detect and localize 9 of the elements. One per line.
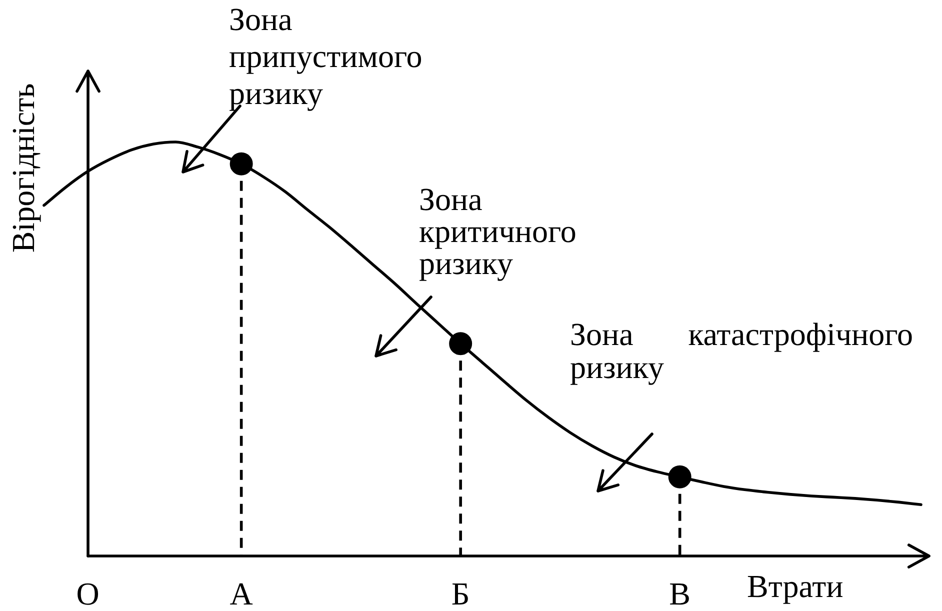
y-axis-title: Вірогідність [5, 83, 41, 253]
text: Зона припустимого ризику [229, 1, 424, 112]
x-tick-label: А [230, 576, 253, 611]
x-tick-label: О [76, 576, 100, 611]
annotation: Зона катастрофічного ризику [570, 316, 913, 385]
annotation: Зона критичного ризику [419, 181, 578, 281]
x-axis-title: Втрати [747, 568, 844, 604]
x-tick-label: Б [451, 576, 470, 611]
x-tick-label: В [669, 576, 690, 611]
